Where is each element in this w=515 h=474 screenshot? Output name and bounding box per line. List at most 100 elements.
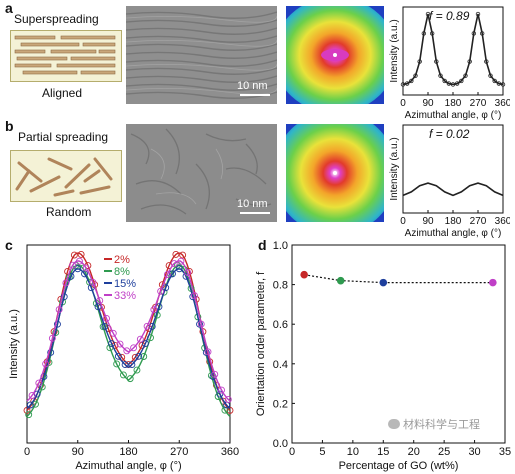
data-point: [417, 59, 422, 64]
panel-d-label: d: [258, 237, 267, 253]
x-axis-label: Percentage of GO (wt%): [339, 460, 459, 472]
x-axis-label: Azimuthal angle, φ (°): [405, 110, 502, 121]
panel-a-schematic: [10, 30, 122, 82]
data-point: [155, 303, 163, 311]
data-point: [77, 250, 85, 258]
legend-label: 2%: [114, 254, 130, 266]
data-point: [89, 279, 97, 286]
panel-a-tem-image: [126, 6, 277, 104]
data-point: [28, 392, 36, 399]
data-point: [148, 322, 156, 330]
data-point: [75, 257, 83, 265]
data-point: [409, 78, 414, 84]
data-point: [467, 59, 472, 64]
legend-label: 8%: [114, 266, 130, 278]
watermark: 材料科学与工程: [388, 416, 480, 432]
data-point: [38, 383, 46, 391]
data-point: [179, 251, 187, 259]
data-point: [94, 303, 102, 311]
data-point: [55, 306, 63, 313]
data-point: [157, 287, 165, 295]
y-tick-label: 0.0: [273, 438, 288, 450]
data-point: [189, 293, 197, 301]
y-tick-label: 1.0: [273, 240, 288, 252]
data-point: [60, 293, 68, 301]
data-point: [175, 265, 183, 273]
data-point: [484, 59, 489, 64]
y-tick-label: 0.4: [273, 359, 288, 371]
data-point: [500, 82, 506, 87]
data-point: [379, 278, 388, 287]
x-tick-label: 360: [221, 446, 239, 458]
data-point: [162, 284, 170, 292]
watermark-text: 材料科学与工程: [403, 419, 480, 431]
data-point: [101, 322, 109, 330]
data-point: [492, 78, 497, 84]
data-point: [128, 361, 136, 369]
x-axis-label: Azimuthal angle, φ (°): [405, 228, 502, 239]
data-point: [116, 340, 124, 348]
data-point: [224, 396, 232, 403]
data-point: [471, 31, 477, 36]
data-point: [126, 375, 134, 383]
series-line-15pct: [26, 268, 231, 410]
data-point: [26, 401, 34, 409]
panel-b-scale-label: 10 nm: [237, 198, 268, 210]
data-point: [62, 279, 70, 287]
y-axis-label: Orientation order parameter, f: [255, 271, 267, 416]
panel-a-schematic-caption: Aligned: [42, 86, 83, 100]
x-tick-label: 25: [438, 446, 450, 458]
x-tick-label: 30: [468, 446, 480, 458]
data-point: [400, 82, 406, 87]
data-point: [114, 352, 122, 360]
data-point: [191, 292, 198, 300]
x-tick-label: 5: [319, 446, 325, 458]
data-point: [226, 406, 234, 414]
plot-frame: [402, 124, 504, 214]
data-point: [421, 31, 427, 36]
data-point: [425, 11, 431, 17]
data-point: [434, 59, 439, 64]
panel-a-f-value: f = 0.89: [429, 9, 470, 23]
x-tick-label: 10: [347, 446, 359, 458]
panel-b-saxs-pattern: [273, 111, 397, 235]
data-point: [177, 257, 185, 265]
panel-c-multi-series-plot: 0 90 180 270 360 Azimuthal angle, φ (°) Intens…: [8, 244, 239, 472]
data-point: [174, 261, 182, 269]
data-point: [450, 82, 456, 87]
data-point: [42, 360, 50, 368]
data-point: [211, 370, 219, 378]
data-point: [135, 352, 143, 360]
data-point: [438, 73, 443, 78]
data-point: [197, 320, 205, 328]
data-point: [463, 73, 468, 78]
x-tick-label: 15: [377, 446, 389, 458]
data-point: [459, 78, 464, 84]
trend-line: [304, 274, 493, 284]
data-point: [479, 31, 485, 36]
data-point: [54, 320, 61, 328]
x-tick-label: 360: [495, 216, 510, 227]
plot-frame: [402, 6, 504, 96]
x-tick-label: 180: [119, 446, 137, 458]
panel-a-scale-bar: [240, 94, 270, 96]
y-axis-label: Intensity (a.u.): [8, 309, 20, 379]
x-tick-label: 0: [24, 446, 30, 458]
y-axis-label: Intensity (a.u.): [389, 137, 400, 200]
data-point: [108, 340, 116, 347]
wechat-icon: [388, 419, 400, 429]
panel-b-schematic: [10, 150, 122, 202]
x-tick-label: 360: [495, 98, 510, 109]
data-point: [70, 251, 78, 259]
data-point: [48, 334, 56, 342]
random-sheets-diagram: [15, 157, 113, 197]
data-point: [170, 260, 178, 267]
data-point: [496, 81, 502, 86]
y-tick-label: 0.8: [273, 280, 288, 292]
legend-label: 15%: [114, 278, 136, 290]
data-point: [413, 73, 418, 78]
panel-b-label: b: [5, 118, 14, 134]
data-point: [47, 349, 55, 356]
legend-label: 33%: [114, 290, 136, 302]
data-point: [82, 264, 90, 272]
